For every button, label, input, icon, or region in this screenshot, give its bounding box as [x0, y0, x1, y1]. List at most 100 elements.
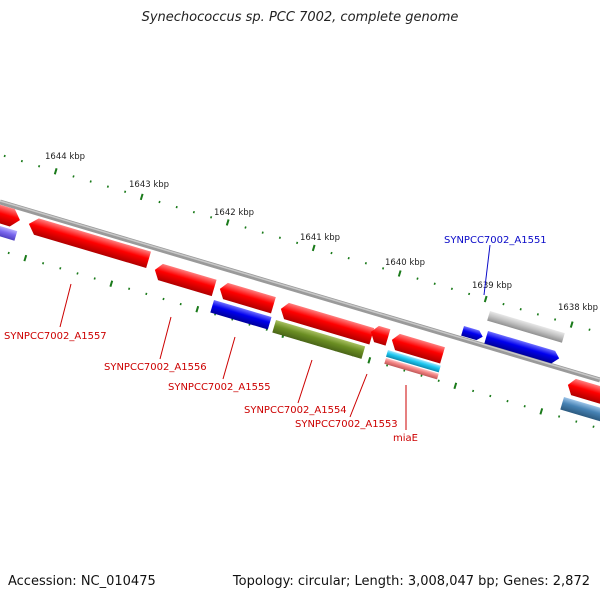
- ruler-minor-tick: [506, 399, 509, 403]
- gene-arrow-a1555[interactable]: [217, 281, 276, 314]
- ruler-label: 1638 kbp: [558, 303, 598, 313]
- accession-text: Accession: NC_010475: [8, 574, 156, 589]
- ruler-labels: 1644 kbp 1643 kbp 1642 kbp 1641 kbp 1640…: [45, 152, 598, 313]
- gene-arrow-miaE[interactable]: [389, 332, 445, 364]
- gene-label-a1553[interactable]: SYNPCC7002_A1553: [295, 419, 398, 430]
- gene-arrow-a1556[interactable]: [152, 262, 217, 297]
- ruler-minor-tick: [364, 262, 367, 265]
- genome-title: Synechococcus sp. PCC 7002, complete gen…: [141, 10, 459, 25]
- ruler-minor-tick: [450, 287, 453, 291]
- ruler-minor-tick: [124, 190, 127, 193]
- gene-arrow[interactable]: [461, 326, 484, 342]
- ruler-minor-tick: [89, 180, 92, 183]
- ruler-minor-tick: [433, 282, 436, 285]
- ruler-minor-tick: [382, 267, 385, 270]
- topology-text: Topology: circular; Length: 3,008,047 bp…: [232, 574, 590, 589]
- gene-arrow[interactable]: [210, 300, 272, 330]
- gene-features: [0, 199, 600, 427]
- gene-label-a1555[interactable]: SYNPCC7002_A1555: [168, 382, 271, 393]
- ruler-major-tick: [23, 254, 28, 262]
- gene-label-a1554[interactable]: SYNPCC7002_A1554: [244, 405, 347, 416]
- gene-arrow[interactable]: [0, 223, 18, 241]
- ruler-major-tick: [539, 408, 544, 415]
- ruler-minor-tick: [93, 277, 96, 280]
- ruler-minor-tick: [347, 256, 350, 260]
- ruler-outer-ticks: [3, 154, 591, 331]
- gene-arrow-a1553[interactable]: [368, 324, 391, 346]
- gene-arrow-a1551[interactable]: [484, 331, 561, 365]
- gene-label-a1557[interactable]: SYNPCC7002_A1557: [4, 331, 107, 342]
- ruler-minor-tick: [128, 287, 131, 290]
- gene-arrow[interactable]: [272, 320, 366, 359]
- ruler-minor-tick: [472, 389, 475, 393]
- ruler-minor-tick: [519, 308, 522, 311]
- ruler-minor-tick: [179, 302, 182, 306]
- gene-arrow[interactable]: [487, 311, 565, 343]
- genome-backbone: [0, 199, 600, 383]
- gene-arrow[interactable]: [560, 397, 600, 427]
- ruler-minor-tick: [558, 415, 561, 418]
- ruler-minor-tick: [575, 420, 578, 423]
- ruler-major-tick: [109, 280, 114, 287]
- ruler-minor-tick: [192, 210, 195, 214]
- ruler-minor-tick: [420, 374, 423, 377]
- ruler-minor-tick: [106, 185, 109, 188]
- ruler-minor-tick: [59, 267, 62, 270]
- ruler-major-tick: [225, 219, 230, 226]
- ruler-minor-tick: [244, 226, 247, 229]
- ruler-minor-tick: [489, 394, 492, 398]
- gene-arrow-a1554[interactable]: [278, 301, 375, 345]
- ruler-minor-tick: [38, 164, 41, 168]
- ruler-minor-tick: [502, 302, 505, 306]
- gene-arrow[interactable]: [0, 199, 23, 229]
- gene-label-a1556[interactable]: SYNPCC7002_A1556: [104, 362, 207, 373]
- gene-label-miaE[interactable]: miaE: [393, 433, 418, 444]
- ruler-label: 1641 kbp: [300, 233, 340, 243]
- ruler-major-tick: [139, 193, 144, 201]
- ruler-minor-tick: [386, 364, 389, 367]
- ruler-major-tick: [483, 295, 488, 303]
- ruler-label: 1643 kbp: [129, 180, 169, 190]
- ruler-minor-tick: [468, 292, 471, 296]
- ruler-minor-tick: [175, 205, 178, 209]
- ruler-minor-tick: [145, 292, 148, 296]
- ruler-minor-tick: [416, 277, 419, 280]
- ruler-major-tick: [53, 168, 58, 175]
- gene-arrow[interactable]: [565, 377, 600, 411]
- ruler-minor-tick: [3, 154, 6, 158]
- ruler-minor-tick: [42, 261, 45, 265]
- ruler-minor-tick: [403, 369, 406, 372]
- ruler-major-tick: [195, 305, 200, 313]
- ruler-minor-tick: [330, 251, 333, 255]
- ruler-minor-tick: [296, 241, 299, 245]
- gene-arrow[interactable]: [384, 358, 439, 380]
- ruler-minor-tick: [588, 328, 591, 331]
- ruler-major-tick: [397, 270, 402, 277]
- ruler-minor-tick: [437, 379, 440, 382]
- ruler-minor-tick: [162, 297, 165, 301]
- ruler-minor-tick: [20, 159, 23, 163]
- ruler-minor-tick: [523, 405, 526, 408]
- gene-arrow[interactable]: [386, 350, 441, 373]
- ruler-minor-tick: [7, 251, 10, 255]
- ruler-minor-tick: [72, 175, 75, 178]
- ruler-minor-tick: [210, 216, 213, 219]
- gene-label-a1551[interactable]: SYNPCC7002_A1551: [444, 235, 547, 246]
- gene-arrow-a1557[interactable]: [26, 216, 151, 268]
- ruler-minor-tick: [592, 425, 595, 428]
- ruler-minor-tick: [158, 200, 161, 204]
- gene-labels: SYNPCC7002_A1551 SYNPCC7002_A1557 SYNPCC…: [4, 235, 547, 444]
- ruler-minor-tick: [76, 272, 79, 275]
- ruler-label: 1639 kbp: [472, 281, 512, 291]
- ruler-major-tick: [569, 321, 574, 328]
- ruler-inner-ticks: [7, 251, 595, 428]
- ruler-minor-tick: [278, 236, 281, 239]
- ruler-major-tick: [311, 244, 316, 252]
- ruler-label: 1640 kbp: [385, 258, 425, 268]
- ruler-minor-tick: [536, 313, 539, 316]
- ruler-label: 1644 kbp: [45, 152, 85, 162]
- ruler-minor-tick: [261, 231, 264, 234]
- ruler-minor-tick: [554, 318, 557, 321]
- label-leader-lines: [59, 244, 491, 430]
